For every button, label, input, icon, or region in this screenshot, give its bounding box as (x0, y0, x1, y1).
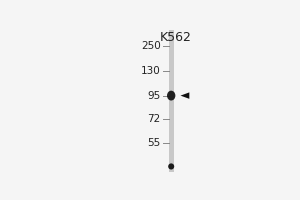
Text: 72: 72 (148, 114, 161, 124)
Bar (169, 30, 174, 172)
Text: 95: 95 (148, 91, 161, 101)
Ellipse shape (167, 91, 176, 101)
Polygon shape (181, 92, 189, 99)
Text: 55: 55 (148, 138, 161, 148)
Text: K562: K562 (160, 31, 192, 44)
Ellipse shape (168, 163, 174, 170)
Text: 130: 130 (141, 66, 161, 76)
Text: 250: 250 (141, 41, 161, 51)
